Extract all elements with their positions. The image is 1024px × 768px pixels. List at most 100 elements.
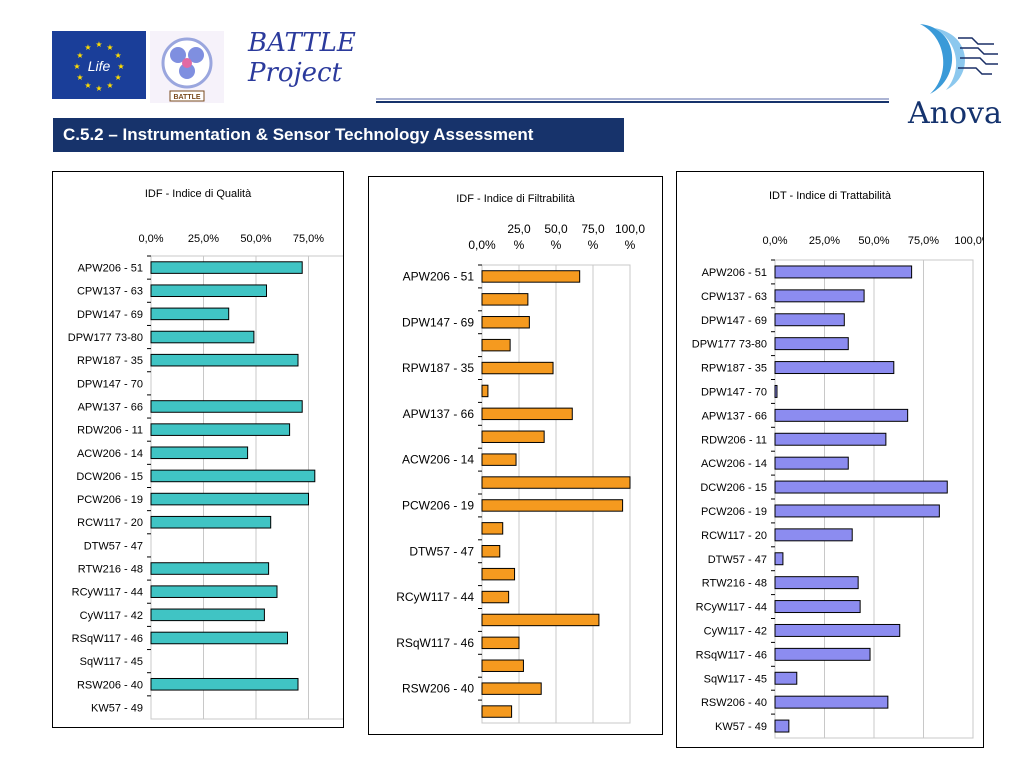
x-tick-label: % <box>551 238 562 252</box>
eu-star-icon: ★ <box>76 73 83 82</box>
bar <box>774 480 948 494</box>
bar <box>150 284 267 298</box>
eu-star-icon: ★ <box>115 73 122 82</box>
bar <box>481 567 516 581</box>
project-title: BATTLE Project <box>248 28 356 88</box>
category-label: DPW147 - 69 <box>701 315 767 327</box>
bar <box>150 677 299 691</box>
bar <box>774 600 861 614</box>
x-tick-label: 0,0% <box>762 235 787 247</box>
chart-trattabilita: 0,0% 25,0% 50,0% 75,0% 100,0% APW206 - 51 CPW1… <box>692 235 983 739</box>
bar <box>481 338 511 352</box>
bar <box>774 623 901 637</box>
bar <box>481 476 631 489</box>
bar <box>150 608 265 622</box>
bar <box>774 528 853 542</box>
category-label: PCW206 - 19 <box>701 506 767 518</box>
category-label: CPW137 - 63 <box>701 291 767 303</box>
eu-star-icon: ★ <box>106 81 113 90</box>
bar <box>481 316 530 329</box>
header-rule <box>376 98 889 103</box>
category-label: CPW137 - 63 <box>77 286 143 298</box>
battle-project-logo: BATTLE <box>150 31 224 103</box>
bar <box>774 337 849 351</box>
bar <box>150 400 303 413</box>
bar <box>150 562 270 575</box>
bar <box>481 293 529 306</box>
category-label: DPW147 - 70 <box>701 386 767 398</box>
category-label: APW206 - 51 <box>403 269 475 283</box>
category-label: RSW206 - 40 <box>402 682 474 696</box>
battle-logo-text: BATTLE <box>173 94 200 101</box>
category-label: RCyW117 - 44 <box>72 587 143 599</box>
project-title-line1: BATTLE <box>248 28 356 58</box>
bar <box>150 515 272 529</box>
bar <box>774 408 909 422</box>
chart-panel-qualita: IDF - Indice di Qualità 0,0% 25,0% 50,0% 75… <box>52 171 344 728</box>
chart-title: IDT - Indice di Trattabilità <box>768 190 892 202</box>
header: ★ ★ ★ ★ ★ ★ ★ ★ ★ ★ ★ ★ Life BATTLE BATTLE Project <box>0 0 1024 131</box>
category-label: DPW177 73-80 <box>68 332 143 344</box>
anova-logo-text: Anova <box>908 96 1002 131</box>
bar <box>150 261 303 274</box>
eu-star-icon: ★ <box>76 51 83 60</box>
category-label: DPW177 73-80 <box>692 339 767 351</box>
category-label: RSqW117 - 46 <box>396 636 474 650</box>
anova-logo <box>900 18 1015 134</box>
bar <box>150 492 309 506</box>
x-tick-label: 50,0% <box>240 233 271 245</box>
category-label: RTW216 - 48 <box>78 564 143 576</box>
bar <box>150 353 299 367</box>
plot-area <box>150 255 343 720</box>
category-label: RPW187 - 35 <box>77 355 143 367</box>
category-label: APW137 - 66 <box>78 401 143 413</box>
x-tick-label: 75,0 <box>581 222 605 236</box>
x-tick-label: 0,0% <box>138 233 163 245</box>
x-tick-label: 25,0% <box>188 233 219 245</box>
bar <box>481 659 524 672</box>
category-label: SqW117 - 45 <box>704 673 767 685</box>
bar <box>481 613 600 627</box>
category-label: RSqW117 - 46 <box>696 649 767 661</box>
eu-star-icon: ★ <box>84 81 91 90</box>
bar <box>150 631 288 645</box>
section-title: C.5.2 – Instrumentation & Sensor Technol… <box>53 118 624 152</box>
category-label: DTW57 - 47 <box>708 554 767 566</box>
bar <box>150 330 255 344</box>
category-label: RCyW117 - 44 <box>396 590 474 604</box>
life-logo-text: Life <box>88 58 111 74</box>
category-label: DTW57 - 47 <box>409 544 474 558</box>
x-tick-label: 25,0% <box>809 235 840 247</box>
bar <box>774 504 940 518</box>
bar <box>774 265 913 279</box>
chart-filtrabilita: 0,0% 25,0% 50,0% 75,0% 100,0% APW206 - 51 DPW1… <box>396 222 645 724</box>
category-label: RCW117 - 20 <box>701 530 767 542</box>
anova-wing-icon <box>920 24 998 94</box>
x-tick-label: 75,0% <box>908 235 939 247</box>
x-tick-label: % <box>625 238 636 252</box>
category-label: PCW206 - 19 <box>402 498 474 512</box>
eu-star-icon: ★ <box>73 62 80 71</box>
bar <box>481 522 504 535</box>
category-label: DCW206 - 15 <box>700 482 767 494</box>
eu-star-icon: ★ <box>95 40 102 49</box>
category-label: RSqW117 - 46 <box>72 633 143 645</box>
bar <box>774 432 887 446</box>
recycling-icon: BATTLE <box>161 37 213 102</box>
category-label: RDW206 - 11 <box>701 434 767 446</box>
category-label: RCW117 - 20 <box>77 517 143 529</box>
bar <box>481 590 510 604</box>
x-tick-label: 50,0 <box>544 222 568 236</box>
bar <box>774 719 790 733</box>
category-label: ACW206 - 14 <box>77 448 143 460</box>
bar <box>774 384 778 398</box>
bar <box>481 499 624 512</box>
x-tick-label: % <box>588 238 599 252</box>
category-label: APW137 - 66 <box>403 407 475 421</box>
x-tick-label: 100,0 <box>615 222 645 236</box>
category-label: CyW117 - 42 <box>80 610 143 622</box>
category-label: RDW206 - 11 <box>77 425 143 437</box>
category-label: APW206 - 51 <box>78 263 143 275</box>
bar <box>774 671 798 685</box>
x-tick-label: % <box>514 238 525 252</box>
